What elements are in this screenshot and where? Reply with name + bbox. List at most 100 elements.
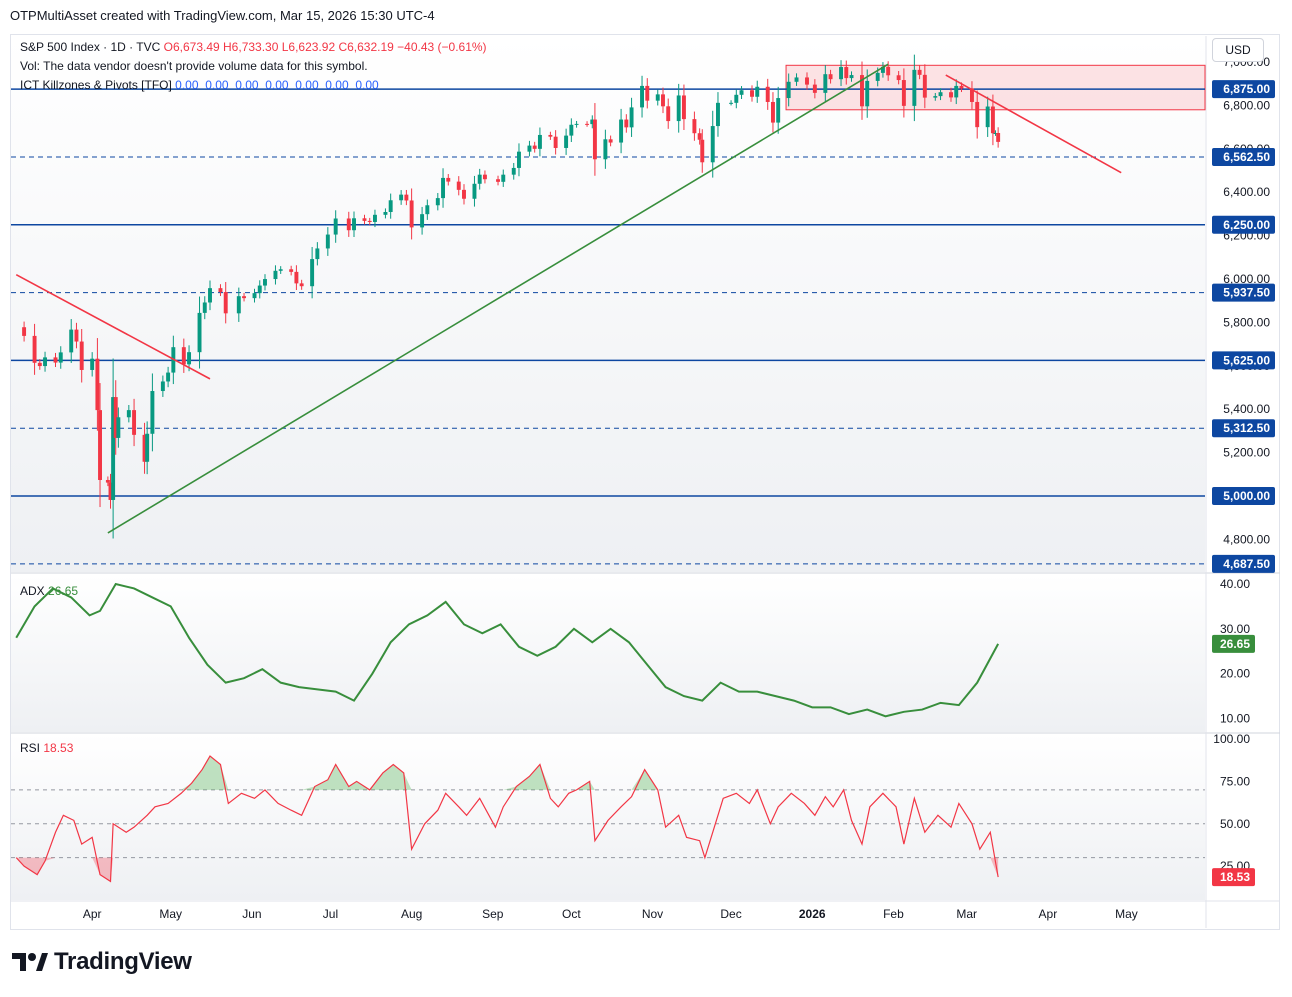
candle-body — [896, 75, 901, 81]
candle-body — [446, 177, 451, 182]
time-tick-label: Dec — [720, 907, 741, 921]
candle-body — [315, 248, 320, 260]
candle-body — [242, 296, 247, 299]
candle-body — [132, 410, 137, 435]
candle-body — [922, 74, 927, 98]
rsi-value-badge — [1212, 868, 1255, 887]
time-tick-label: Jun — [242, 907, 261, 921]
adx-name[interactable]: ADX — [20, 584, 45, 598]
adx-panel-background — [11, 575, 1205, 732]
candle-body — [805, 77, 809, 85]
adx-value-badge — [1212, 634, 1255, 653]
adx-line — [15, 582, 1000, 718]
candle-body — [993, 133, 998, 135]
candle-body — [666, 106, 671, 122]
candle-body — [640, 85, 645, 108]
candle-body — [208, 288, 212, 303]
candle-body — [975, 101, 980, 128]
candle-body — [273, 270, 278, 280]
candle-body — [252, 293, 257, 299]
price-tick-label: 5,800.00 — [1223, 315, 1270, 329]
rsi-value-badge-text: 18.53 — [1220, 870, 1250, 884]
candle-body — [590, 119, 595, 125]
candle-body — [739, 90, 744, 95]
rsi-tick-label: 100.00 — [1213, 732, 1250, 746]
candle-body — [289, 269, 294, 272]
candle-body — [43, 357, 48, 367]
rsi-tick-label: 75.00 — [1220, 774, 1250, 788]
time-tick-label: Mar — [956, 907, 977, 921]
ict-legend: ICT Killzones & Pivots [TFO] 0.00 0.00 0… — [20, 78, 379, 92]
rsi-legend-value: 18.53 — [43, 741, 74, 755]
candle-body — [69, 329, 74, 353]
price-legend: S&P 500 Index · 1D · TVC O6,673.49 H6,73… — [20, 40, 487, 54]
candle-body — [886, 66, 891, 76]
candle-body — [553, 136, 558, 148]
candle-body — [844, 67, 849, 79]
candle-body — [629, 107, 634, 128]
level-badge-text: 5,000.00 — [1223, 489, 1270, 503]
adx-legend: ADX 26.65 — [20, 584, 78, 598]
candle-body — [58, 352, 63, 363]
time-tick-label: Oct — [562, 907, 581, 921]
candle-body — [938, 92, 943, 97]
candle-body — [257, 285, 262, 294]
level-badge — [1212, 554, 1275, 573]
candle-body — [126, 410, 131, 418]
candle-body — [517, 151, 521, 168]
rsi-tick-label: 50.00 — [1220, 817, 1250, 831]
candle-body — [548, 134, 553, 137]
price-tick-label: 5,200.00 — [1223, 446, 1270, 460]
candle-body — [383, 211, 388, 215]
candle-body — [860, 75, 864, 107]
candle-body — [142, 434, 147, 462]
time-tick-label: Apr — [83, 907, 102, 921]
candle-body — [95, 358, 100, 411]
rsi-overbought-fill — [16, 756, 999, 790]
candle-body — [700, 139, 705, 163]
ohlc-values: O6,673.49 H6,733.30 L6,623.92 C6,632.19 … — [163, 40, 487, 54]
symbol-name[interactable]: S&P 500 Index · 1D · TVC — [20, 40, 161, 54]
rsi-panel-background — [11, 734, 1205, 900]
candle-body — [624, 119, 629, 128]
rsi-name[interactable]: RSI — [20, 741, 41, 755]
candle-body — [954, 85, 959, 98]
candle-body — [592, 119, 597, 160]
candle-body — [569, 124, 574, 136]
candle-body — [197, 312, 202, 353]
candle-body — [969, 88, 974, 102]
candle-body — [218, 288, 223, 293]
ict-indicator-name[interactable]: ICT Killzones & Pivots [TFO] — [20, 78, 172, 92]
candle-body — [181, 347, 186, 365]
tradingview-logo[interactable]: TradingView — [12, 948, 192, 976]
candle-body — [166, 372, 171, 382]
candle-body — [372, 214, 377, 222]
candle-body — [263, 279, 267, 286]
candle-body — [278, 269, 283, 271]
candle-body — [755, 86, 760, 97]
candle-body — [150, 391, 155, 434]
candle-body — [710, 126, 715, 163]
adx-value-badge-text: 26.65 — [1220, 637, 1250, 651]
candle-body — [875, 72, 880, 81]
price-tick-label: 6,000.00 — [1223, 272, 1270, 286]
level-badge — [1212, 419, 1275, 438]
level-badge-text: 6,562.50 — [1223, 150, 1270, 164]
candle-body — [776, 98, 781, 123]
candle-body — [111, 397, 116, 500]
price-tick-label: 5,400.00 — [1223, 402, 1270, 416]
level-badge-text: 5,937.50 — [1223, 286, 1270, 300]
candle-body — [456, 181, 461, 190]
candle-body — [462, 189, 466, 199]
currency-button[interactable]: USD — [1212, 38, 1264, 62]
candle-body — [537, 134, 542, 149]
candle-body — [661, 94, 665, 107]
trendline-red — [15, 273, 211, 380]
candle-body — [187, 352, 192, 365]
candle-body — [655, 94, 660, 101]
candle-body — [770, 101, 775, 123]
candle-body — [472, 183, 477, 199]
adx-tick-label: 40.00 — [1220, 577, 1250, 591]
candle-body — [113, 397, 118, 438]
